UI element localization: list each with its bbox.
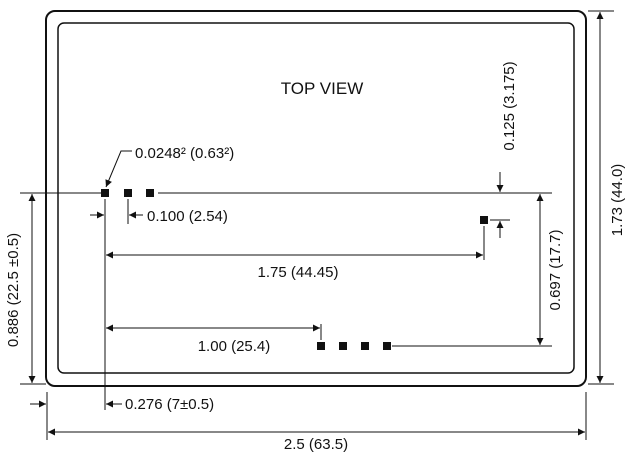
view-title: TOP VIEW	[281, 79, 364, 98]
extension-lines	[20, 10, 614, 440]
pin	[124, 189, 132, 197]
left-pin-height-label: 0.886 (22.5 ±0.5)	[5, 233, 22, 347]
top-offset-label: 0.125 (3.175)	[501, 61, 518, 150]
top-pin-row	[101, 189, 154, 197]
bottom-pin-row	[317, 342, 391, 350]
body-width-label: 2.5 (63.5)	[284, 436, 348, 453]
pin	[317, 342, 325, 350]
vertical-pin-spacing-label: 0.697 (17.7)	[547, 230, 564, 311]
pin	[146, 189, 154, 197]
pin-pitch-label: 0.100 (2.54)	[147, 208, 228, 225]
pin	[101, 189, 109, 197]
pin	[361, 342, 369, 350]
body-height-label: 1.73 (44.0)	[609, 164, 626, 237]
left-edge-offset-label: 0.276 (7±0.5)	[125, 396, 214, 413]
row-spacing-long-label: 1.75 (44.45)	[258, 264, 339, 281]
pin	[480, 216, 488, 224]
pin	[339, 342, 347, 350]
dimension-lines	[28, 12, 604, 436]
outer-body-outline	[45, 10, 587, 387]
pin-size-label: 0.0248² (0.63²)	[135, 145, 234, 162]
pin	[383, 342, 391, 350]
row-spacing-short-label: 1.00 (25.4)	[198, 338, 271, 355]
inner-body-outline	[57, 22, 575, 374]
